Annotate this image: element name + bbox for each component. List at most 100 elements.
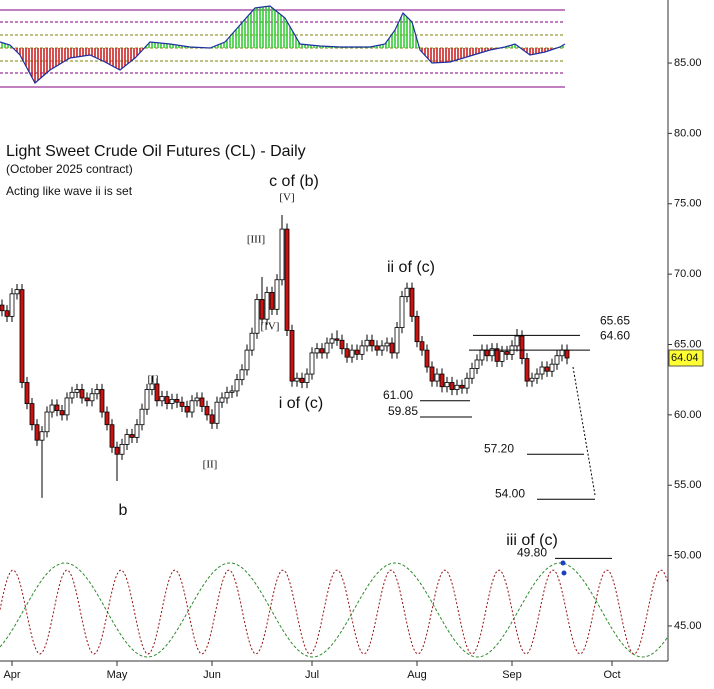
candle-body: [564, 349, 570, 359]
candle-body: [219, 397, 225, 403]
candle-body: [494, 348, 500, 362]
candle-body: [4, 310, 10, 317]
candle-body: [114, 446, 120, 455]
candle-body: [369, 339, 375, 347]
candle-body: [399, 296, 405, 329]
x-tick-label: Sep: [502, 669, 522, 681]
y-tick-label: 50.00: [674, 549, 702, 561]
candle-body: [554, 355, 560, 365]
candle-body: [384, 342, 390, 347]
candle-body: [174, 398, 180, 403]
wave-label: iii of (c): [506, 532, 558, 549]
candle-body: [434, 373, 440, 382]
projection-line: [572, 366, 596, 496]
oscillator-panel: [0, 5, 566, 88]
x-tick-label: Apr: [3, 669, 20, 681]
candle-body: [124, 434, 130, 445]
candle-body: [119, 444, 125, 455]
candle-body: [234, 379, 240, 392]
last-price-label: 64.04: [671, 352, 699, 364]
candle-body: [364, 339, 370, 347]
candle-body: [484, 349, 490, 357]
candle-body: [169, 398, 175, 404]
candle-body: [499, 351, 505, 362]
candle-body: [489, 348, 495, 357]
cycle-line: [0, 569, 669, 655]
wave-label: c of (b): [269, 173, 319, 190]
candle-body: [94, 389, 100, 395]
candle-body: [524, 358, 530, 382]
level-label: 59.85: [388, 404, 418, 418]
y-tick-label: 65.00: [674, 338, 702, 350]
chart-note: Acting like wave ii is set: [6, 184, 133, 198]
candle-body: [179, 401, 185, 407]
candle-body: [59, 410, 65, 416]
candle-body: [239, 369, 245, 381]
wave-label: [I]: [148, 374, 159, 386]
candle-body: [69, 391, 75, 399]
candle-body: [149, 383, 155, 390]
level-label: 54.00: [495, 486, 525, 500]
candle-body: [14, 289, 20, 295]
cycle-lines: [0, 562, 669, 658]
x-tick-label: Oct: [603, 669, 620, 681]
candle-body: [284, 228, 290, 331]
candle-body: [129, 434, 135, 438]
candle-body: [274, 279, 280, 310]
x-tick-label: Jun: [203, 669, 221, 681]
candle-body: [394, 327, 400, 354]
y-tick-label: 70.00: [674, 268, 702, 280]
wave-label: [IV]: [261, 321, 280, 333]
candle-body: [79, 389, 85, 399]
candle-body: [154, 383, 160, 402]
candle-body: [559, 349, 565, 357]
candle-body: [504, 351, 510, 355]
candle-body: [24, 382, 30, 404]
y-tick-label: 75.00: [674, 198, 702, 210]
candle-body: [359, 345, 365, 355]
y-tick-label: 60.00: [674, 409, 702, 421]
candle-body: [19, 289, 25, 383]
candle-body: [49, 404, 55, 413]
candle-body: [349, 349, 355, 358]
candle-body: [199, 397, 205, 407]
candle-body: [409, 287, 415, 317]
candle-body: [549, 363, 555, 372]
level-label: 64.60: [600, 328, 630, 342]
candle-body: [414, 315, 420, 343]
candle-body: [319, 348, 325, 354]
candle-body: [104, 411, 110, 426]
candle-body: [269, 292, 275, 310]
candle-body: [309, 352, 315, 375]
candle-body: [329, 338, 335, 344]
candle-body: [9, 293, 15, 317]
candle-body: [354, 349, 360, 355]
candle-body: [449, 382, 455, 390]
candle-body: [264, 292, 270, 320]
candle-body: [479, 349, 485, 361]
candle-body: [534, 373, 540, 379]
candle-body: [389, 342, 395, 354]
candle-body: [99, 389, 105, 413]
y-tick-label: 80.00: [674, 127, 702, 139]
candle-body: [299, 377, 305, 383]
candle-body: [229, 390, 235, 393]
y-tick-label: 45.00: [674, 620, 702, 632]
candle-body: [304, 373, 310, 383]
candle-body: [469, 368, 475, 379]
y-tick-label: 55.00: [674, 479, 702, 491]
candle-body: [279, 228, 285, 281]
candle-body: [74, 389, 80, 393]
wave-label: ii of (c): [387, 259, 435, 276]
wave-label: b: [119, 502, 128, 519]
candle-body: [34, 424, 40, 441]
candle-body: [444, 382, 450, 388]
candle-body: [419, 341, 425, 351]
wave-label: [V]: [279, 192, 294, 204]
candle-body: [289, 330, 295, 382]
candle-body: [294, 377, 300, 382]
oscillator-line: [0, 5, 566, 84]
candle-body: [39, 431, 45, 441]
candle-body: [134, 424, 140, 438]
